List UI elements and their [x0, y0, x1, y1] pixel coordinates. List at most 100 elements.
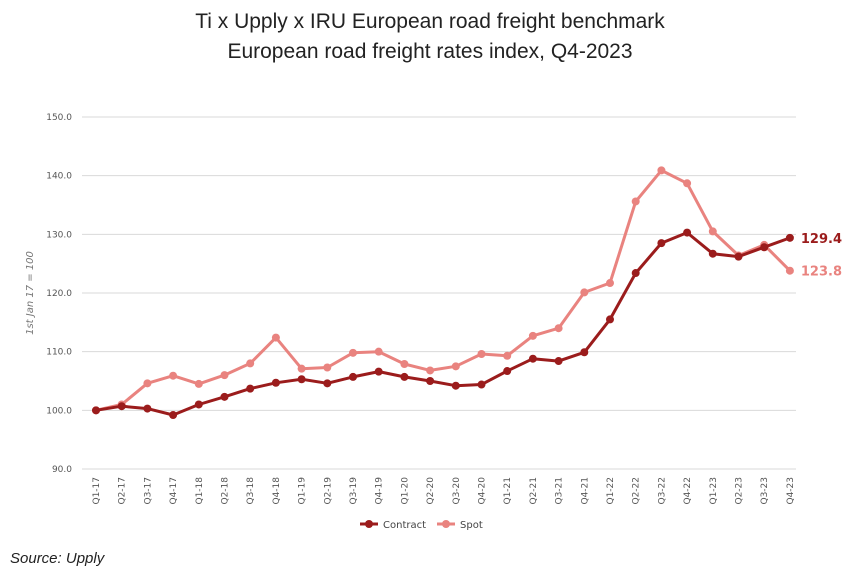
data-point-contract — [117, 402, 126, 411]
x-tick-label: Q3-19 — [349, 477, 359, 505]
data-point-spot — [451, 362, 460, 371]
data-point-spot — [323, 363, 332, 372]
data-point-contract — [785, 233, 794, 242]
data-point-contract — [606, 315, 614, 324]
x-tick-label: Q1-22 — [606, 477, 616, 505]
data-point-spot — [169, 371, 178, 380]
x-tick-label: Q3-23 — [760, 477, 770, 505]
data-point-contract — [220, 392, 229, 401]
legend-marker — [442, 520, 450, 528]
data-point-spot — [246, 359, 255, 368]
legend-label: Contract — [383, 520, 426, 531]
series-line-contract — [95, 231, 791, 417]
x-tick-label: Q1-21 — [503, 477, 513, 505]
x-tick-label: Q4-23 — [786, 477, 796, 505]
data-point-spot — [426, 366, 435, 375]
y-tick-label: 90.0 — [52, 465, 72, 475]
data-point-contract — [451, 381, 460, 390]
legend-marker — [365, 520, 373, 528]
x-tick-label: Q1-20 — [400, 477, 410, 505]
x-tick-label: Q2-18 — [221, 477, 231, 505]
data-point-contract — [760, 243, 769, 252]
data-point-spot — [708, 227, 717, 236]
data-point-spot — [631, 197, 640, 206]
data-point-spot — [528, 331, 537, 340]
data-point-contract — [400, 372, 409, 381]
data-point-spot — [400, 359, 409, 368]
y-tick-label: 100.0 — [46, 406, 72, 416]
data-point-contract — [528, 354, 537, 363]
x-tick-label: Q2-17 — [118, 477, 128, 505]
data-point-spot — [683, 179, 692, 188]
x-tick-label: Q3-20 — [452, 477, 462, 505]
data-point-spot — [554, 324, 563, 333]
data-point-spot — [297, 364, 306, 373]
x-tick-label: Q3-17 — [143, 477, 153, 505]
x-tick-label: Q4-17 — [169, 477, 179, 505]
x-tick-label: Q3-21 — [555, 477, 565, 505]
data-point-contract — [92, 406, 100, 415]
chart-title: Ti x Upply x IRU European road freight b… — [195, 10, 665, 33]
data-point-spot — [349, 348, 357, 357]
data-point-contract — [323, 379, 332, 388]
x-tick-label: Q3-18 — [246, 477, 256, 505]
x-tick-label: Q3-22 — [657, 477, 667, 505]
data-point-contract — [734, 252, 743, 261]
data-point-spot — [606, 279, 614, 288]
data-point-contract — [554, 357, 563, 366]
data-point-contract — [143, 404, 152, 413]
data-point-contract — [683, 228, 692, 237]
data-point-spot — [503, 351, 512, 360]
data-point-spot — [580, 288, 589, 297]
series-line-spot — [95, 168, 791, 412]
data-point-contract — [426, 377, 435, 385]
end-label-contract: 129.4 — [801, 232, 842, 247]
data-point-contract — [271, 378, 280, 387]
x-tick-label: Q2-22 — [632, 477, 642, 505]
chart-subtitle: European road freight rates index, Q4-20… — [227, 40, 633, 63]
x-tick-label: Q4-19 — [375, 477, 385, 505]
x-tick-label: Q1-17 — [92, 477, 102, 505]
data-point-spot — [271, 333, 280, 342]
y-tick-label: 140.0 — [46, 172, 72, 182]
x-tick-label: Q2-23 — [735, 477, 745, 505]
x-tick-label: Q4-20 — [478, 477, 488, 505]
data-point-contract — [708, 249, 717, 258]
y-axis-label: 1st Jan 17 = 100 — [25, 251, 36, 335]
x-tick-label: Q2-19 — [323, 477, 333, 505]
x-tick-label: Q4-18 — [272, 477, 282, 505]
legend-label: Spot — [460, 520, 483, 531]
data-point-contract — [374, 367, 383, 376]
data-point-spot — [143, 379, 152, 388]
data-point-contract — [477, 380, 486, 389]
data-point-spot — [220, 371, 229, 380]
data-point-contract — [246, 384, 255, 393]
x-tick-label: Q2-21 — [529, 477, 539, 505]
data-point-spot — [657, 166, 666, 175]
source-note: Source: Upply — [10, 550, 105, 567]
x-tick-label: Q2-20 — [426, 477, 436, 505]
data-point-contract — [194, 400, 203, 409]
end-label-spot: 123.8 — [801, 265, 842, 280]
y-tick-label: 130.0 — [46, 230, 72, 240]
x-tick-label: Q1-19 — [298, 477, 308, 505]
data-point-contract — [349, 372, 357, 381]
x-tick-label: Q1-23 — [709, 477, 719, 505]
y-tick-label: 120.0 — [46, 289, 72, 299]
data-point-spot — [374, 347, 383, 356]
data-point-contract — [169, 411, 178, 420]
data-point-spot — [194, 379, 203, 388]
data-point-contract — [580, 348, 589, 357]
data-point-contract — [631, 269, 640, 278]
data-point-contract — [297, 375, 306, 384]
y-tick-label: 110.0 — [46, 348, 72, 358]
data-point-contract — [503, 367, 512, 376]
x-tick-label: Q4-22 — [683, 477, 693, 505]
y-tick-label: 150.0 — [46, 113, 72, 123]
data-point-contract — [657, 239, 666, 248]
data-point-spot — [785, 266, 794, 275]
x-tick-label: Q1-18 — [195, 477, 205, 505]
x-tick-label: Q4-21 — [580, 477, 590, 505]
data-point-spot — [477, 350, 486, 359]
